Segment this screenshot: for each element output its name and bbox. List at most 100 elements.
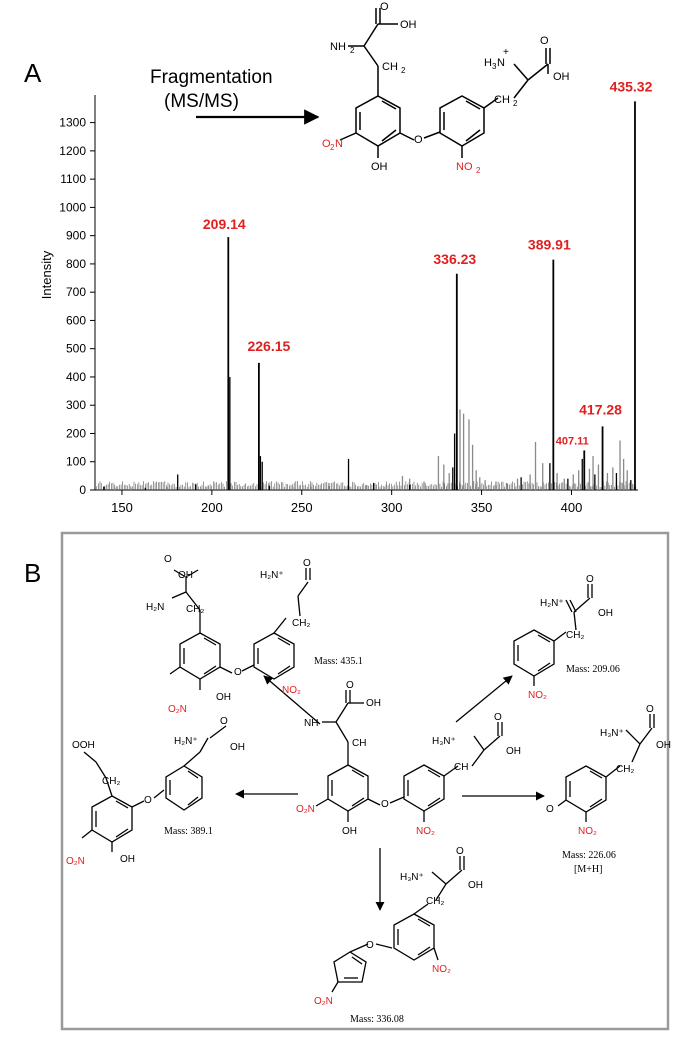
arrow-to-209 bbox=[455, 675, 513, 723]
mass-435: Mass: 435.1 bbox=[314, 656, 363, 667]
fragment-435: O OH H₂N CH₂ H₂N⁺ O CH₂ O NO₂ O₂N OH Mas… bbox=[146, 554, 363, 715]
a-ch2-right-sub: 2 bbox=[513, 99, 518, 108]
y-tick-label: 1100 bbox=[60, 172, 86, 186]
a-plus: + bbox=[503, 47, 509, 58]
b-c-nh2: NH bbox=[304, 718, 318, 729]
f389-o: O bbox=[220, 716, 228, 727]
x-tick-label: 300 bbox=[381, 500, 403, 515]
f336-ether: O bbox=[366, 940, 374, 951]
y-tick-label: 300 bbox=[66, 398, 86, 412]
f389-h2n: H₂N⁺ bbox=[174, 736, 198, 747]
parent-molecule-b: O OH NH CH O₂N OH O NO₂ CH H₃N⁺ O OH bbox=[296, 680, 521, 837]
x-tick-label: 350 bbox=[471, 500, 493, 515]
fragment-336: O H₃N⁺ O OH CH₂ O₂N NO₂ Mass: 336.08 bbox=[314, 846, 483, 1025]
f435-o: O bbox=[164, 554, 172, 565]
b-c-ch2-right: CH bbox=[454, 762, 468, 773]
b-c-o2: O bbox=[494, 712, 502, 723]
x-tick-label: 200 bbox=[201, 500, 223, 515]
mass-389: Mass: 389.1 bbox=[164, 826, 213, 837]
f226-o: O bbox=[646, 704, 654, 715]
f435-o-ald: O bbox=[303, 558, 311, 569]
x-tick-label: 150 bbox=[111, 500, 133, 515]
a-o2n-sub: 2 bbox=[330, 143, 335, 152]
x-tick-label: 400 bbox=[561, 500, 583, 515]
mass-226-mh: [M+H] bbox=[574, 864, 602, 875]
y-tick-label: 0 bbox=[79, 483, 86, 497]
f435-o2n: O₂N bbox=[168, 704, 187, 715]
f336-h3n: H₃N⁺ bbox=[400, 872, 424, 883]
fragment-389: OOH CH₂ O H₂N⁺ O OH O₂N OH Mass: 389.1 bbox=[66, 716, 245, 867]
f389-cooh: OOH bbox=[72, 740, 95, 751]
a-no2-sub: 2 bbox=[476, 166, 481, 175]
a-ch2-label: CH bbox=[382, 61, 398, 73]
a-h3n-n: N bbox=[497, 57, 505, 69]
b-c-o: O bbox=[346, 680, 354, 691]
a-h3n-sub: 3 bbox=[492, 62, 497, 71]
peak-label: 226.15 bbox=[247, 338, 290, 354]
f435-ch2-right: CH₂ bbox=[292, 618, 310, 629]
b-c-no2: NO₂ bbox=[416, 826, 435, 837]
fragmentation-label: Fragmentation bbox=[150, 67, 273, 88]
fragment-209: H₂N⁺ O OH CH₂ NO₂ Mass: 209.06 bbox=[513, 574, 620, 701]
f336-o2n: O₂N bbox=[314, 996, 333, 1007]
f336-oh: OH bbox=[468, 880, 483, 891]
a-nh2-sub: 2 bbox=[350, 46, 355, 55]
f435-no2: NO₂ bbox=[282, 685, 301, 696]
mass-209: Mass: 209.06 bbox=[566, 664, 620, 675]
f435-nh2: H₂N bbox=[146, 602, 164, 613]
fragment-226: H₃N⁺ O OH CH₂ O NO₂ Mass: 226.06 [M+H] bbox=[546, 704, 671, 875]
y-tick-label: 800 bbox=[66, 257, 86, 271]
peak-label: 336.23 bbox=[433, 251, 476, 267]
b-c-oh: OH bbox=[366, 698, 381, 709]
a-o-label: O bbox=[380, 1, 389, 13]
f209-o: O bbox=[586, 574, 594, 585]
a-oh-phenol: OH bbox=[371, 161, 388, 173]
b-c-h3n: H₃N⁺ bbox=[432, 736, 456, 747]
b-c-ch2: CH bbox=[352, 738, 366, 749]
panel-b-frame bbox=[60, 531, 670, 1031]
y-axis-label: Intensity bbox=[39, 250, 54, 299]
a-ch2-sub: 2 bbox=[401, 66, 406, 75]
ms-spectrum-chart: 0 100 200 300 400 500 600 700 800 900 1000 1100 1200… bbox=[39, 78, 653, 515]
arrow-to-435 bbox=[263, 675, 321, 725]
f209-oh: OH bbox=[598, 608, 613, 619]
f336-ch2: CH₂ bbox=[426, 896, 444, 907]
f336-no2: NO₂ bbox=[432, 964, 451, 975]
f435-h2n: H₂N⁺ bbox=[260, 570, 284, 581]
y-tick-label: 700 bbox=[66, 285, 86, 299]
y-tick-label: 900 bbox=[66, 229, 86, 243]
a-ch2-right: CH bbox=[494, 94, 510, 106]
b-c-phenol: OH bbox=[342, 826, 357, 837]
panel-b-label: B bbox=[24, 558, 41, 588]
y-tick-label: 400 bbox=[66, 370, 86, 384]
f226-o-rad: O bbox=[546, 804, 554, 815]
peak-label: 407.11 bbox=[556, 435, 589, 447]
y-tick-label: 500 bbox=[66, 342, 86, 356]
peak-label: 389.91 bbox=[528, 237, 571, 253]
f435-ch2: CH₂ bbox=[186, 604, 204, 615]
y-tick-label: 1200 bbox=[59, 144, 86, 158]
mass-226: Mass: 226.06 bbox=[562, 850, 616, 861]
f389-o2n: O₂N bbox=[66, 856, 85, 867]
f226-ch2: CH₂ bbox=[616, 764, 634, 775]
peak-label: 417.28 bbox=[579, 401, 622, 417]
y-tick-label: 1000 bbox=[59, 200, 86, 214]
a-oh2-label: OH bbox=[553, 71, 570, 83]
y-tick-label: 600 bbox=[66, 313, 86, 327]
y-tick-label: 100 bbox=[66, 455, 86, 469]
a-oh-label: OH bbox=[400, 19, 417, 31]
a-o2n-group: O 2 N bbox=[322, 138, 343, 152]
msms-label: (MS/MS) bbox=[164, 91, 239, 112]
peak-label: 209.14 bbox=[203, 216, 246, 232]
f209-no2: NO₂ bbox=[528, 690, 547, 701]
b-c-o2n: O₂N bbox=[296, 804, 315, 815]
parent-molecule-a: O OH NH 2 CH 2 O 2 N OH O NO 2 CH 2 H 3 … bbox=[322, 1, 570, 175]
f389-ether: O bbox=[144, 795, 152, 806]
f389-phenol: OH bbox=[120, 854, 135, 865]
b-c-ether: O bbox=[381, 799, 389, 810]
f226-no2: NO₂ bbox=[578, 826, 597, 837]
f389-ch2: CH₂ bbox=[102, 776, 120, 787]
x-tick-label: 250 bbox=[291, 500, 313, 515]
f226-h3n: H₃N⁺ bbox=[600, 728, 624, 739]
